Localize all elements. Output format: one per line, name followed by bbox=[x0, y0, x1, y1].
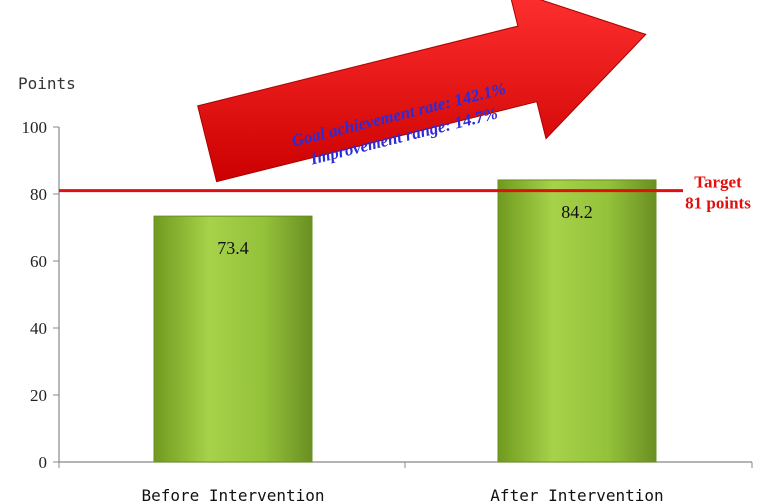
category-label: After Intervention bbox=[490, 486, 663, 504]
y-tick-label: 100 bbox=[22, 118, 48, 137]
annotation-arrow: Goal achievement rate: 142.1% Improvemen… bbox=[197, 0, 647, 183]
bar-value-label: 73.4 bbox=[217, 238, 249, 258]
target-label-line2: 81 points bbox=[685, 194, 751, 213]
target-label-line1: Target bbox=[694, 173, 742, 192]
y-tick-label: 40 bbox=[30, 319, 47, 338]
bar bbox=[497, 179, 657, 463]
category-label: Before Intervention bbox=[141, 486, 324, 504]
bar bbox=[153, 215, 313, 463]
y-tick-label: 80 bbox=[30, 185, 47, 204]
y-axis-label: Points bbox=[18, 74, 76, 93]
arrow-shape bbox=[197, 0, 647, 183]
y-tick-label: 60 bbox=[30, 252, 47, 271]
y-tick-label: 0 bbox=[39, 453, 48, 472]
bars: 73.4 Before Intervention 84.2 After Interve… bbox=[141, 179, 664, 504]
bar-value-label: 84.2 bbox=[561, 202, 593, 222]
y-tick-label: 20 bbox=[30, 386, 47, 405]
